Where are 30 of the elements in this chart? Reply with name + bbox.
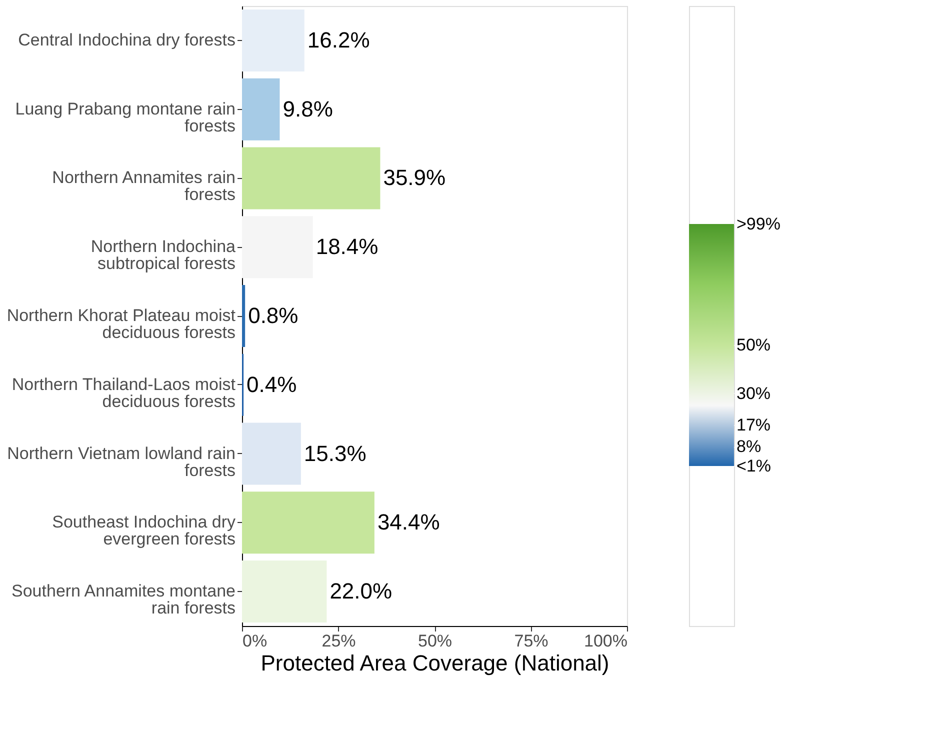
- color-bar-label: <1%: [736, 456, 771, 476]
- y-tick-label: Northern Khorat Plateau moist deciduous forests: [6, 306, 236, 342]
- y-tick-label: Central Indochina dry forests: [18, 30, 236, 50]
- data-label: 22.0%: [330, 578, 392, 604]
- data-label: 15.3%: [304, 440, 366, 466]
- x-tick-label: 0%: [242, 632, 268, 650]
- data-label: 35.9%: [383, 165, 446, 190]
- data-label: 18.4%: [316, 234, 378, 260]
- x-tick-label: 100%: [584, 632, 628, 650]
- data-label: 0.4%: [246, 372, 297, 397]
- data-label: 34.4%: [377, 510, 440, 535]
- x-tick-label: 50%: [418, 632, 452, 650]
- x-axis-title: Protected Area Coverage (National): [260, 650, 610, 676]
- color-bar-label: 30%: [736, 384, 771, 403]
- data-label: 16.2%: [307, 27, 370, 52]
- y-tick-label: Northern Vietnam lowland rain forests: [7, 444, 236, 480]
- x-tick-label: 75%: [514, 632, 548, 650]
- y-tick-label: Luang Prabang montane rain forests: [15, 99, 236, 136]
- color-bar-label: 8%: [736, 437, 762, 456]
- y-tick-label: Northern Indochina subtropical forests: [90, 237, 236, 274]
- data-label: 0.8%: [248, 303, 298, 328]
- y-tick-label: Northern Thailand-Laos moist deciduous forests: [12, 374, 236, 411]
- y-tick-label: Northern Annamites rain forests: [52, 168, 236, 204]
- x-tick-label: 25%: [322, 632, 356, 650]
- color-bar-label: 50%: [736, 336, 771, 354]
- y-tick-label: Southeast Indochina dry evergreen forests: [52, 512, 236, 549]
- color-bar-label: 17%: [736, 415, 771, 434]
- color-bar-label: >99%: [736, 214, 780, 234]
- y-tick-label: Southern Annamites montane rain forests: [12, 582, 236, 618]
- data-label: 9.8%: [282, 96, 333, 122]
